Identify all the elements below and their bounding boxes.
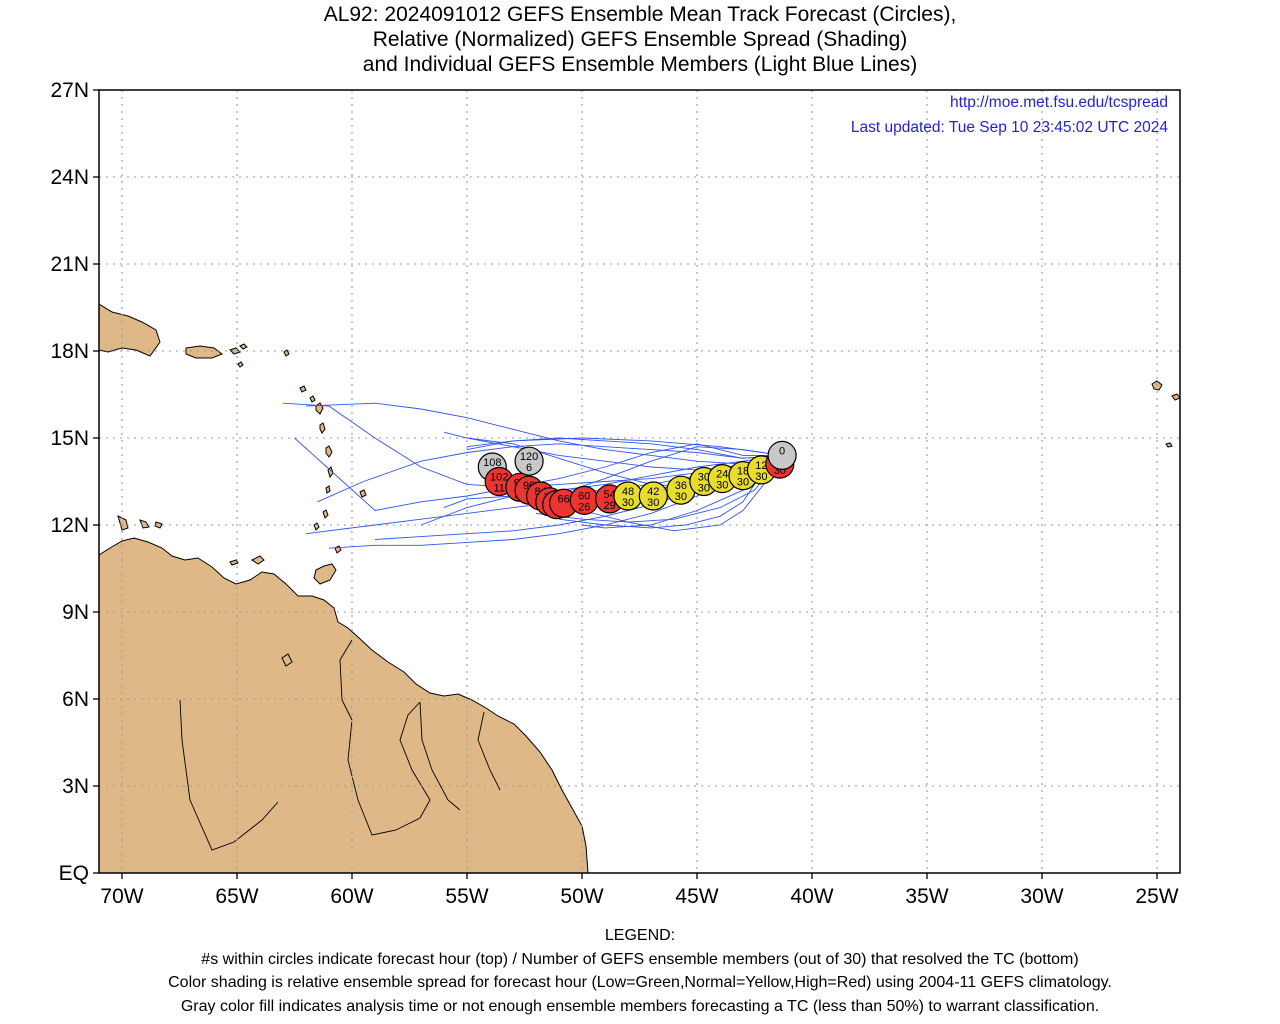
lat-label: 3N xyxy=(62,775,89,798)
map-frame xyxy=(98,89,1181,874)
lat-label: 18N xyxy=(50,340,89,363)
member-track-line xyxy=(317,443,783,503)
forecast-circle xyxy=(638,481,668,511)
lon-label: 25W xyxy=(1135,885,1178,908)
title-line-1: AL92: 2024091012 GEFS Ensemble Mean Trac… xyxy=(323,3,957,26)
member-track-line xyxy=(466,437,783,456)
lon-label: 55W xyxy=(445,885,488,908)
forecast-hour-text: 108 xyxy=(483,457,501,469)
lon-label: 70W xyxy=(100,885,143,908)
forecast-hour-text: 0 xyxy=(779,445,785,457)
forecast-hour-text: 18 xyxy=(737,466,749,478)
last-updated-text: Last updated: Tue Sep 10 23:45:02 UTC 20… xyxy=(851,119,1169,136)
south-america-landmass xyxy=(99,537,589,873)
forecast-hour-text: 60 xyxy=(578,490,590,502)
member-count-text: 26 xyxy=(578,501,590,513)
lat-label: 9N xyxy=(62,601,89,624)
chart-title: AL92: 2024091012 GEFS Ensemble Mean Trac… xyxy=(0,2,1280,77)
longitude-labels: 70W 65W 60W 55W 50W 45W 40W 35W 30W 25W xyxy=(100,885,1178,908)
forecast-circle xyxy=(514,446,544,476)
forecast-hour-text: 54 xyxy=(603,489,615,501)
lat-label: 21N xyxy=(50,253,89,276)
forecast-hour-text: 24 xyxy=(716,469,728,481)
lon-label: 35W xyxy=(905,885,948,908)
forecast-circle xyxy=(767,440,797,470)
legend: LEGEND: #s within circles indicate forec… xyxy=(0,924,1280,1018)
lat-label: EQ xyxy=(59,862,89,885)
forecast-hour-text: 102 xyxy=(490,472,508,484)
member-count-text: 30 xyxy=(647,497,659,509)
member-count-text: 30 xyxy=(716,480,728,492)
legend-line-1: #s within circles indicate forecast hour… xyxy=(201,950,1079,968)
latitude-labels: 27N 24N 21N 18N 15N 12N 9N 6N 3N EQ xyxy=(50,79,89,885)
axis-ticks xyxy=(93,89,1158,879)
legend-line-3: Gray color fill indicates analysis time … xyxy=(180,997,1100,1015)
forecast-hour-text: 12 xyxy=(755,460,767,472)
lon-label: 40W xyxy=(790,885,833,908)
lon-label: 30W xyxy=(1020,885,1063,908)
ensemble-mean-track: 1206108810211961390841878726660265429483… xyxy=(477,440,797,520)
lat-label: 27N xyxy=(50,79,89,102)
member-count-text: 30 xyxy=(675,491,687,503)
member-track-line xyxy=(305,402,783,465)
member-count-text: 30 xyxy=(755,471,767,483)
member-count-text: 6 xyxy=(526,462,532,474)
legend-line-2: Color shading is relative ensemble sprea… xyxy=(168,974,1112,991)
forecast-hour-text: 120 xyxy=(520,451,538,463)
member-count-text: 30 xyxy=(737,477,749,489)
forecast-hour-text: 30 xyxy=(698,472,710,484)
forecast-hour-text: 48 xyxy=(622,486,634,498)
title-line-2: Relative (Normalized) GEFS Ensemble Spre… xyxy=(372,28,908,51)
lon-label: 45W xyxy=(675,885,718,908)
forecast-point: 0 xyxy=(767,440,797,470)
member-track-line xyxy=(420,454,783,526)
land-layer xyxy=(99,303,1180,873)
lat-label: 24N xyxy=(50,166,89,189)
title-line-3: and Individual GEFS Ensemble Members (Li… xyxy=(362,53,918,76)
lon-label: 65W xyxy=(215,885,258,908)
lon-label: 50W xyxy=(560,885,603,908)
member-count-text: 30 xyxy=(698,483,710,495)
member-count-text: 29 xyxy=(603,500,615,512)
lon-label: 60W xyxy=(330,885,373,908)
lat-label: 15N xyxy=(50,427,89,450)
forecast-hour-text: 66 xyxy=(557,493,569,505)
member-track-line xyxy=(535,455,783,523)
member-count-text: 11 xyxy=(493,483,504,495)
greater-antilles-islands xyxy=(99,303,316,667)
forecast-hour-text: 42 xyxy=(647,486,659,498)
legend-heading: LEGEND: xyxy=(604,927,676,944)
source-url-link[interactable]: http://moe.met.fsu.edu/tcspread xyxy=(950,94,1168,111)
lat-label: 12N xyxy=(50,514,89,537)
lat-label: 6N xyxy=(62,688,89,711)
member-count-text: 30 xyxy=(622,497,634,509)
guiana-borders xyxy=(179,639,501,851)
cape-verde-islands xyxy=(1151,380,1180,448)
forecast-hour-text: 36 xyxy=(675,480,687,492)
